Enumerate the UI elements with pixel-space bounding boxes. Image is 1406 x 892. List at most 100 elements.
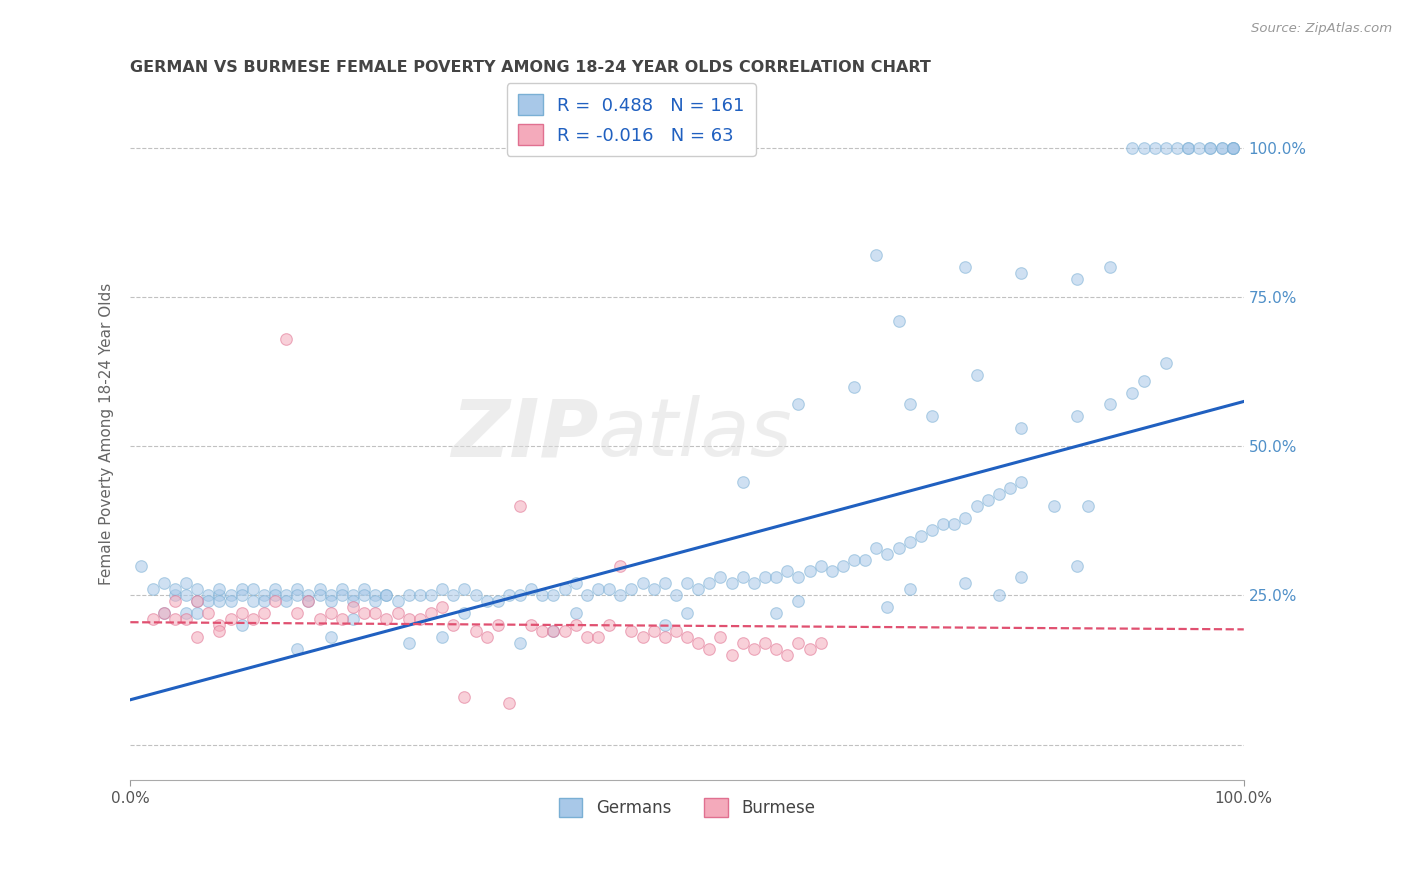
Point [375,612,398,626]
Point [285,642,308,657]
Point [887,541,910,555]
Point [163,612,186,626]
Point [219,588,242,602]
Point [486,594,509,608]
Point [1010,570,1032,584]
Point [520,618,543,632]
Point [1121,141,1143,155]
Point [387,594,409,608]
Point [620,624,643,639]
Point [1177,141,1199,155]
Point [575,630,598,644]
Point [430,582,453,597]
Point [152,607,174,621]
Point [832,558,855,573]
Point [842,552,865,566]
Point [654,630,676,644]
Point [754,570,776,584]
Point [186,607,208,621]
Point [731,636,754,650]
Point [1132,141,1154,155]
Point [276,588,298,602]
Point [486,618,509,632]
Point [586,630,609,644]
Point [865,248,887,262]
Point [966,499,988,513]
Point [1099,260,1122,275]
Point [609,588,631,602]
Point [943,516,966,531]
Point [554,624,576,639]
Point [1066,409,1088,424]
Point [142,582,165,597]
Point [231,618,253,632]
Point [253,594,276,608]
Point [219,594,242,608]
Point [208,624,231,639]
Point [898,397,921,411]
Point [543,624,565,639]
Point [264,588,287,602]
Point [1222,141,1244,155]
Point [498,696,520,710]
Point [441,618,464,632]
Point [1066,272,1088,286]
Point [1077,499,1099,513]
Point [319,588,342,602]
Point [887,314,910,328]
Point [475,630,498,644]
Point [308,582,330,597]
Point [430,630,453,644]
Point [319,594,342,608]
Point [776,648,799,662]
Point [342,600,364,615]
Point [509,588,531,602]
Point [921,409,943,424]
Point [1222,141,1244,155]
Point [865,541,887,555]
Point [509,636,531,650]
Point [242,612,264,626]
Point [208,588,231,602]
Point [731,475,754,489]
Point [253,607,276,621]
Point [342,594,364,608]
Point [1199,141,1222,155]
Point [330,588,353,602]
Legend: Germans, Burmese: Germans, Burmese [553,791,821,824]
Point [231,607,253,621]
Point [231,588,253,602]
Point [398,612,420,626]
Point [464,624,486,639]
Point [308,588,330,602]
Point [898,582,921,597]
Point [219,612,242,626]
Point [364,588,387,602]
Text: ZIP: ZIP [450,395,598,474]
Point [186,594,208,608]
Point [966,368,988,382]
Point [186,594,208,608]
Point [330,582,353,597]
Y-axis label: Female Poverty Among 18-24 Year Olds: Female Poverty Among 18-24 Year Olds [100,283,114,585]
Point [197,607,219,621]
Point [631,630,654,644]
Point [253,588,276,602]
Point [987,487,1010,501]
Point [186,582,208,597]
Point [787,636,810,650]
Point [208,582,231,597]
Point [810,636,832,650]
Point [688,636,710,650]
Point [554,582,576,597]
Point [731,570,754,584]
Point [398,636,420,650]
Point [131,558,153,573]
Point [787,594,810,608]
Point [441,588,464,602]
Point [676,630,699,644]
Point [264,594,287,608]
Point [285,588,308,602]
Point [297,594,319,608]
Point [375,588,398,602]
